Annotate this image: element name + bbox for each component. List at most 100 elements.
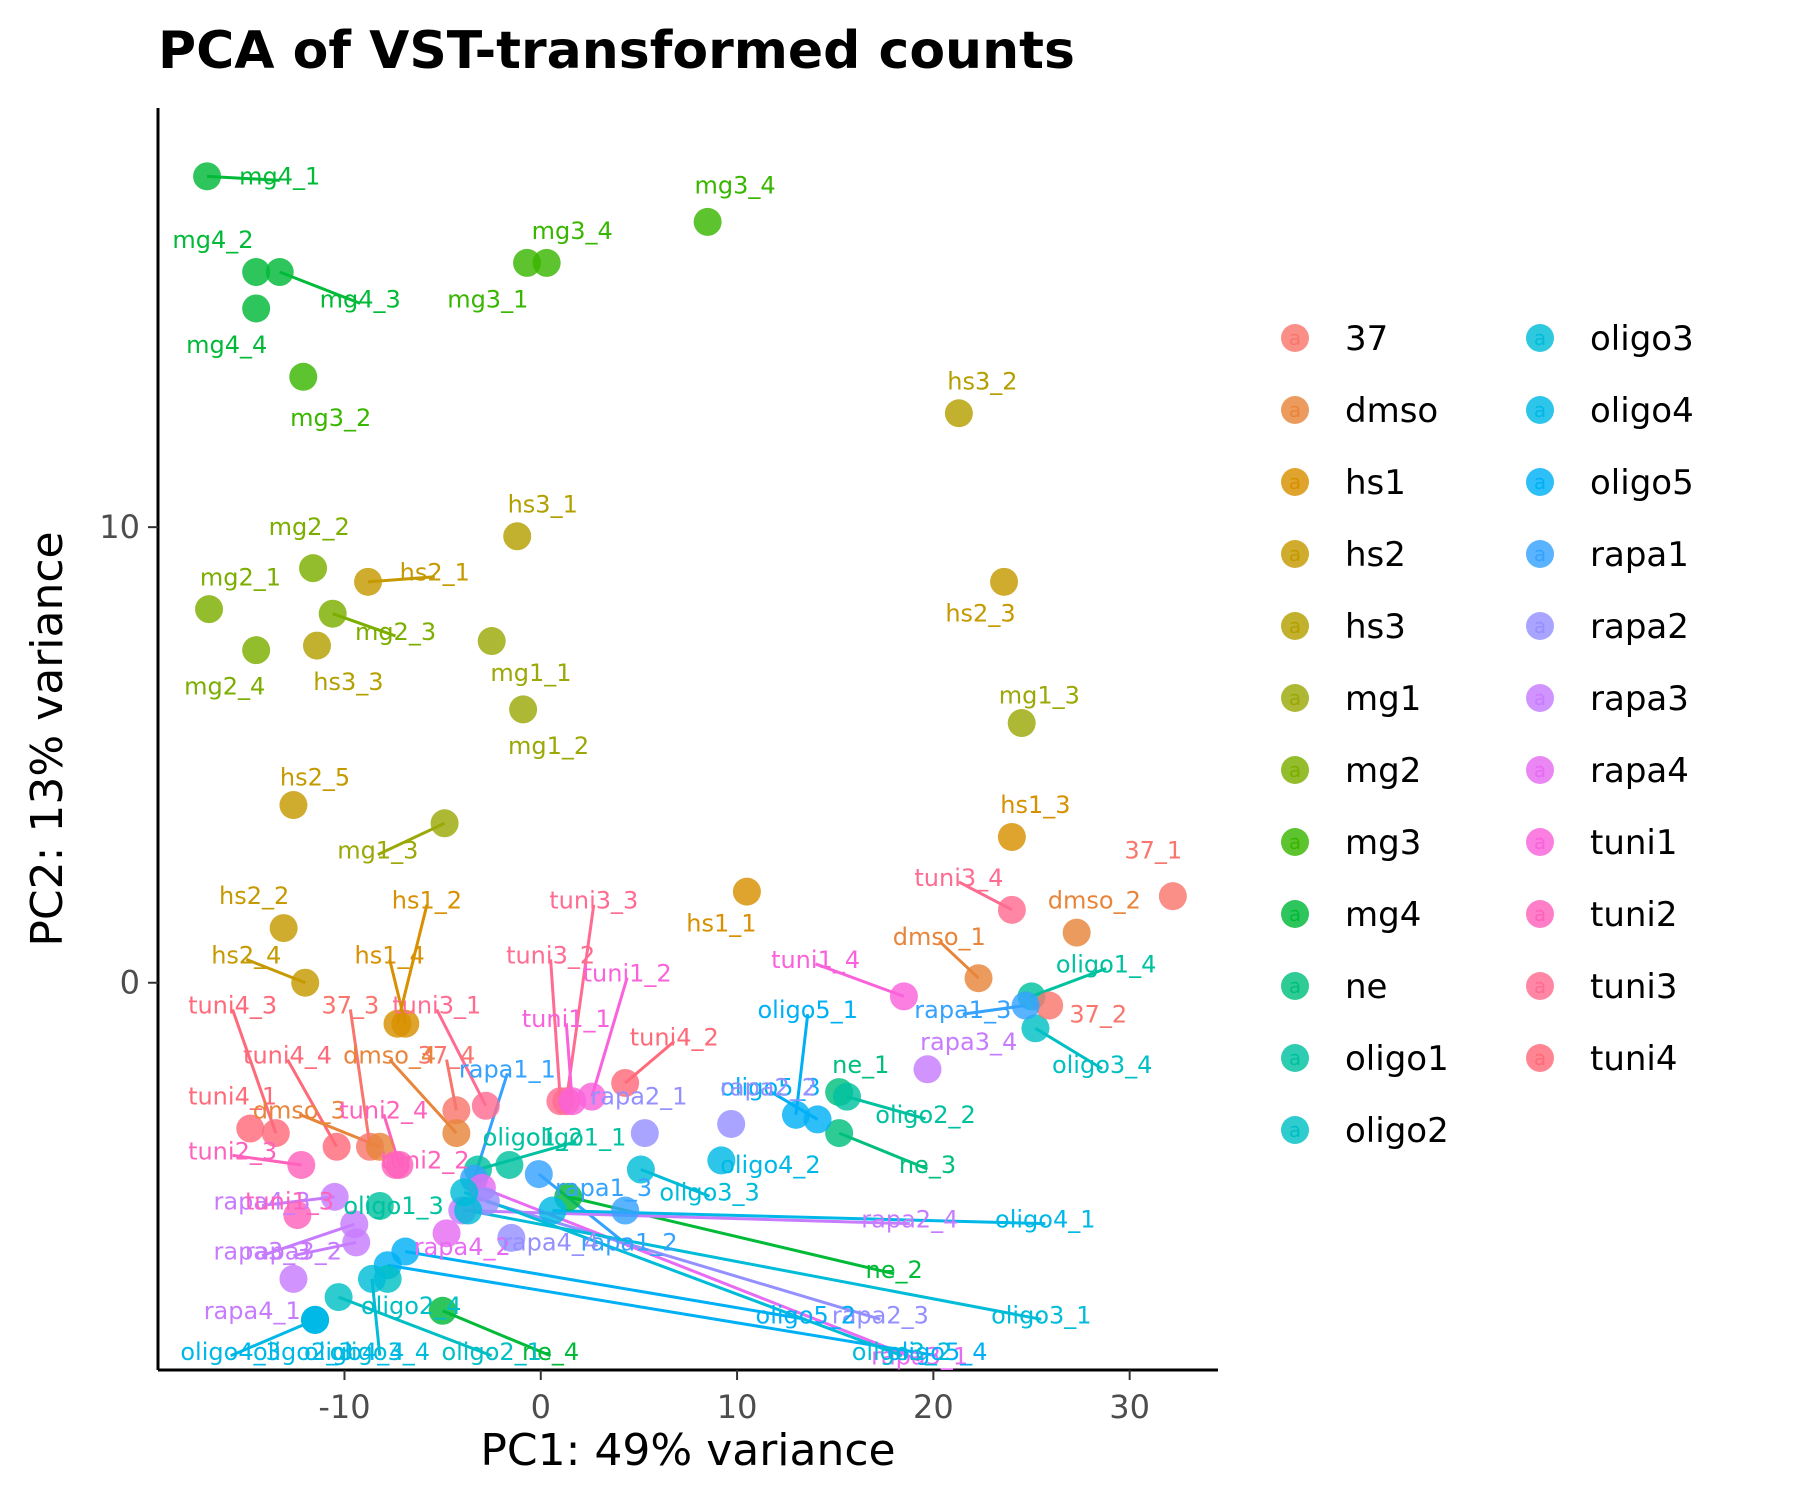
data-point [242,636,271,665]
point-label: mg3_1 [447,285,528,313]
label-leader-line [348,1009,372,1147]
point-label: rapa3_1 [871,1342,968,1370]
data-point [1021,1014,1050,1043]
point-label: tuni3_1 [392,992,481,1020]
point-label: tuni4_3 [188,992,277,1020]
label-leader-line [477,1140,577,1171]
point-label: mg4_2 [172,226,253,254]
point-label: mg1_3 [337,837,418,865]
data-point [261,1119,290,1148]
label-leader-line [467,1209,1042,1321]
data-point [611,1196,640,1225]
data-point [365,1191,394,1220]
legend-key-glyph: a [1534,686,1546,710]
point-label: tuni2_3 [188,1137,277,1165]
point-label: oligo1_3 [343,1192,443,1220]
point-label: tuni3_2 [506,941,595,969]
x-tick-label: 0 [531,1388,551,1426]
data-point [558,1087,587,1116]
legend-key [1526,396,1554,424]
legend-key-glyph: a [1534,830,1546,854]
legend-key-glyph: a [1534,470,1546,494]
legend-key [1281,972,1309,1000]
label-leader-line [549,959,562,1102]
point-label: ne_2 [865,1256,922,1284]
data-point [279,791,308,820]
legend-label: mg3 [1345,823,1421,863]
point-label: oligo3_4 [1052,1051,1152,1079]
point-label: oligo2_1 [441,1338,541,1366]
point-label: mg4_1 [239,162,320,190]
data-point [357,1264,386,1293]
data-point [524,1160,553,1189]
point-label: dmso_4 [343,1042,436,1070]
point-label: rapa1_2 [581,1228,678,1256]
point-label: hs1_1 [686,910,756,938]
point-label: hs1_3 [1000,791,1070,819]
legend-label: rapa3 [1590,679,1689,719]
point-label: oligo2_3 [253,1338,353,1366]
legend-key [1526,324,1554,352]
data-point [432,1219,461,1248]
point-label: oligo3_3 [659,1178,759,1206]
legend-key-glyph: a [1534,542,1546,566]
point-label: oligo5_2 [756,1301,856,1329]
point-label: tuni1_3 [245,1187,334,1215]
data-point [299,554,328,583]
point-label: rapa3_4 [920,1028,1017,1056]
label-leader-line [838,1131,929,1171]
point-label: hs2_2 [219,882,289,910]
legend-key-glyph: a [1289,398,1301,422]
label-leader-line [396,904,429,1025]
point-label: tuni4_1 [188,1083,277,1111]
data-point [833,1082,861,1111]
data-point [707,1146,736,1175]
legend-label: tuni3 [1590,967,1678,1007]
data-point [497,1223,526,1252]
point-label: mg1_2 [508,732,589,760]
point-label: oligo3_2 [852,1338,952,1366]
data-point [269,914,298,943]
legend-key-glyph: a [1534,758,1546,782]
point-label: 37_3 [321,992,379,1020]
legend-key-glyph: a [1289,758,1301,782]
point-label: tuni1_4 [771,946,860,974]
data-point [509,695,538,724]
point-label: rapa3_3 [214,1238,311,1266]
data-point [242,258,271,287]
legend-label: tuni1 [1590,823,1678,863]
legend-label: mg4 [1345,895,1421,935]
point-label: rapa4_1 [204,1297,301,1325]
data-point [287,1150,316,1179]
point-label: hs3_3 [313,668,383,696]
point-label: oligo3_4 [330,1338,430,1366]
legend-key [1281,756,1309,784]
legend-key [1526,468,1554,496]
x-tick-label: 30 [1109,1388,1150,1426]
point-label: dmso_1 [893,923,986,951]
point-label: tuni2_2 [380,1146,469,1174]
point-label: 37_4 [418,1042,476,1070]
point-label: hs2_3 [945,600,1015,628]
label-leader-line [231,1009,278,1134]
data-point [242,294,271,323]
label-leader-line [286,1058,338,1148]
data-point [279,1264,308,1293]
label-leader-line [261,1222,355,1257]
legend-key [1526,612,1554,640]
legend-key [1281,1044,1309,1072]
legend-label: rapa2 [1590,607,1689,647]
label-leader-line [388,1058,458,1135]
data-point [430,809,459,838]
point-label: oligo1_4 [1056,951,1156,979]
legend-label: mg2 [1345,751,1421,791]
legend-key [1281,396,1309,424]
legend-key-glyph: a [1289,614,1301,638]
point-label: hs2_1 [400,559,470,587]
x-axis-title: PC1: 49% variance [480,1425,895,1476]
data-point [291,968,320,997]
legend-key [1526,900,1554,928]
data-point [320,1182,349,1211]
point-label: oligo5_1 [757,996,857,1024]
